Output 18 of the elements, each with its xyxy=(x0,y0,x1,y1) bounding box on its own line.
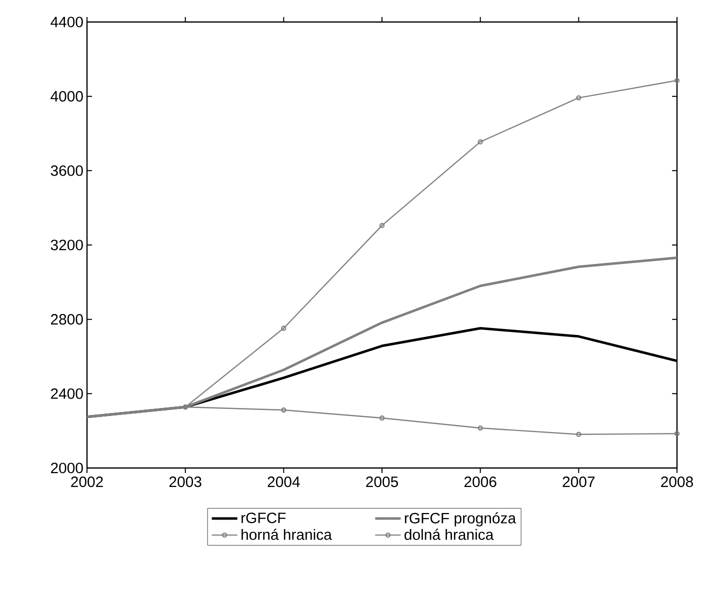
x-tick-label: 2005 xyxy=(366,476,398,488)
x-tick-label: 2008 xyxy=(661,476,693,488)
y-tick-label: 4400 xyxy=(50,16,83,28)
x-tick-label: 2003 xyxy=(169,476,202,488)
legend-label: dolná hranica xyxy=(404,528,494,540)
legend-label: horná hranica xyxy=(242,528,332,540)
legend-label: rGFCF prognóza xyxy=(404,512,516,526)
y-tick-label: 4000 xyxy=(50,91,83,102)
x-tick-label: 2006 xyxy=(464,476,496,488)
y-tick-label: 2400 xyxy=(50,388,83,399)
y-tick-label: 3200 xyxy=(50,240,83,250)
legend-label: rGFCF xyxy=(242,512,286,524)
y-tick-label: 2800 xyxy=(50,314,83,325)
x-tick-label: 2004 xyxy=(268,476,300,488)
x-tick-label: 2007 xyxy=(562,476,595,488)
y-tick-label: 2000 xyxy=(50,462,83,474)
y-tick-label: 3600 xyxy=(50,165,83,176)
x-tick-label: 2002 xyxy=(71,476,103,488)
